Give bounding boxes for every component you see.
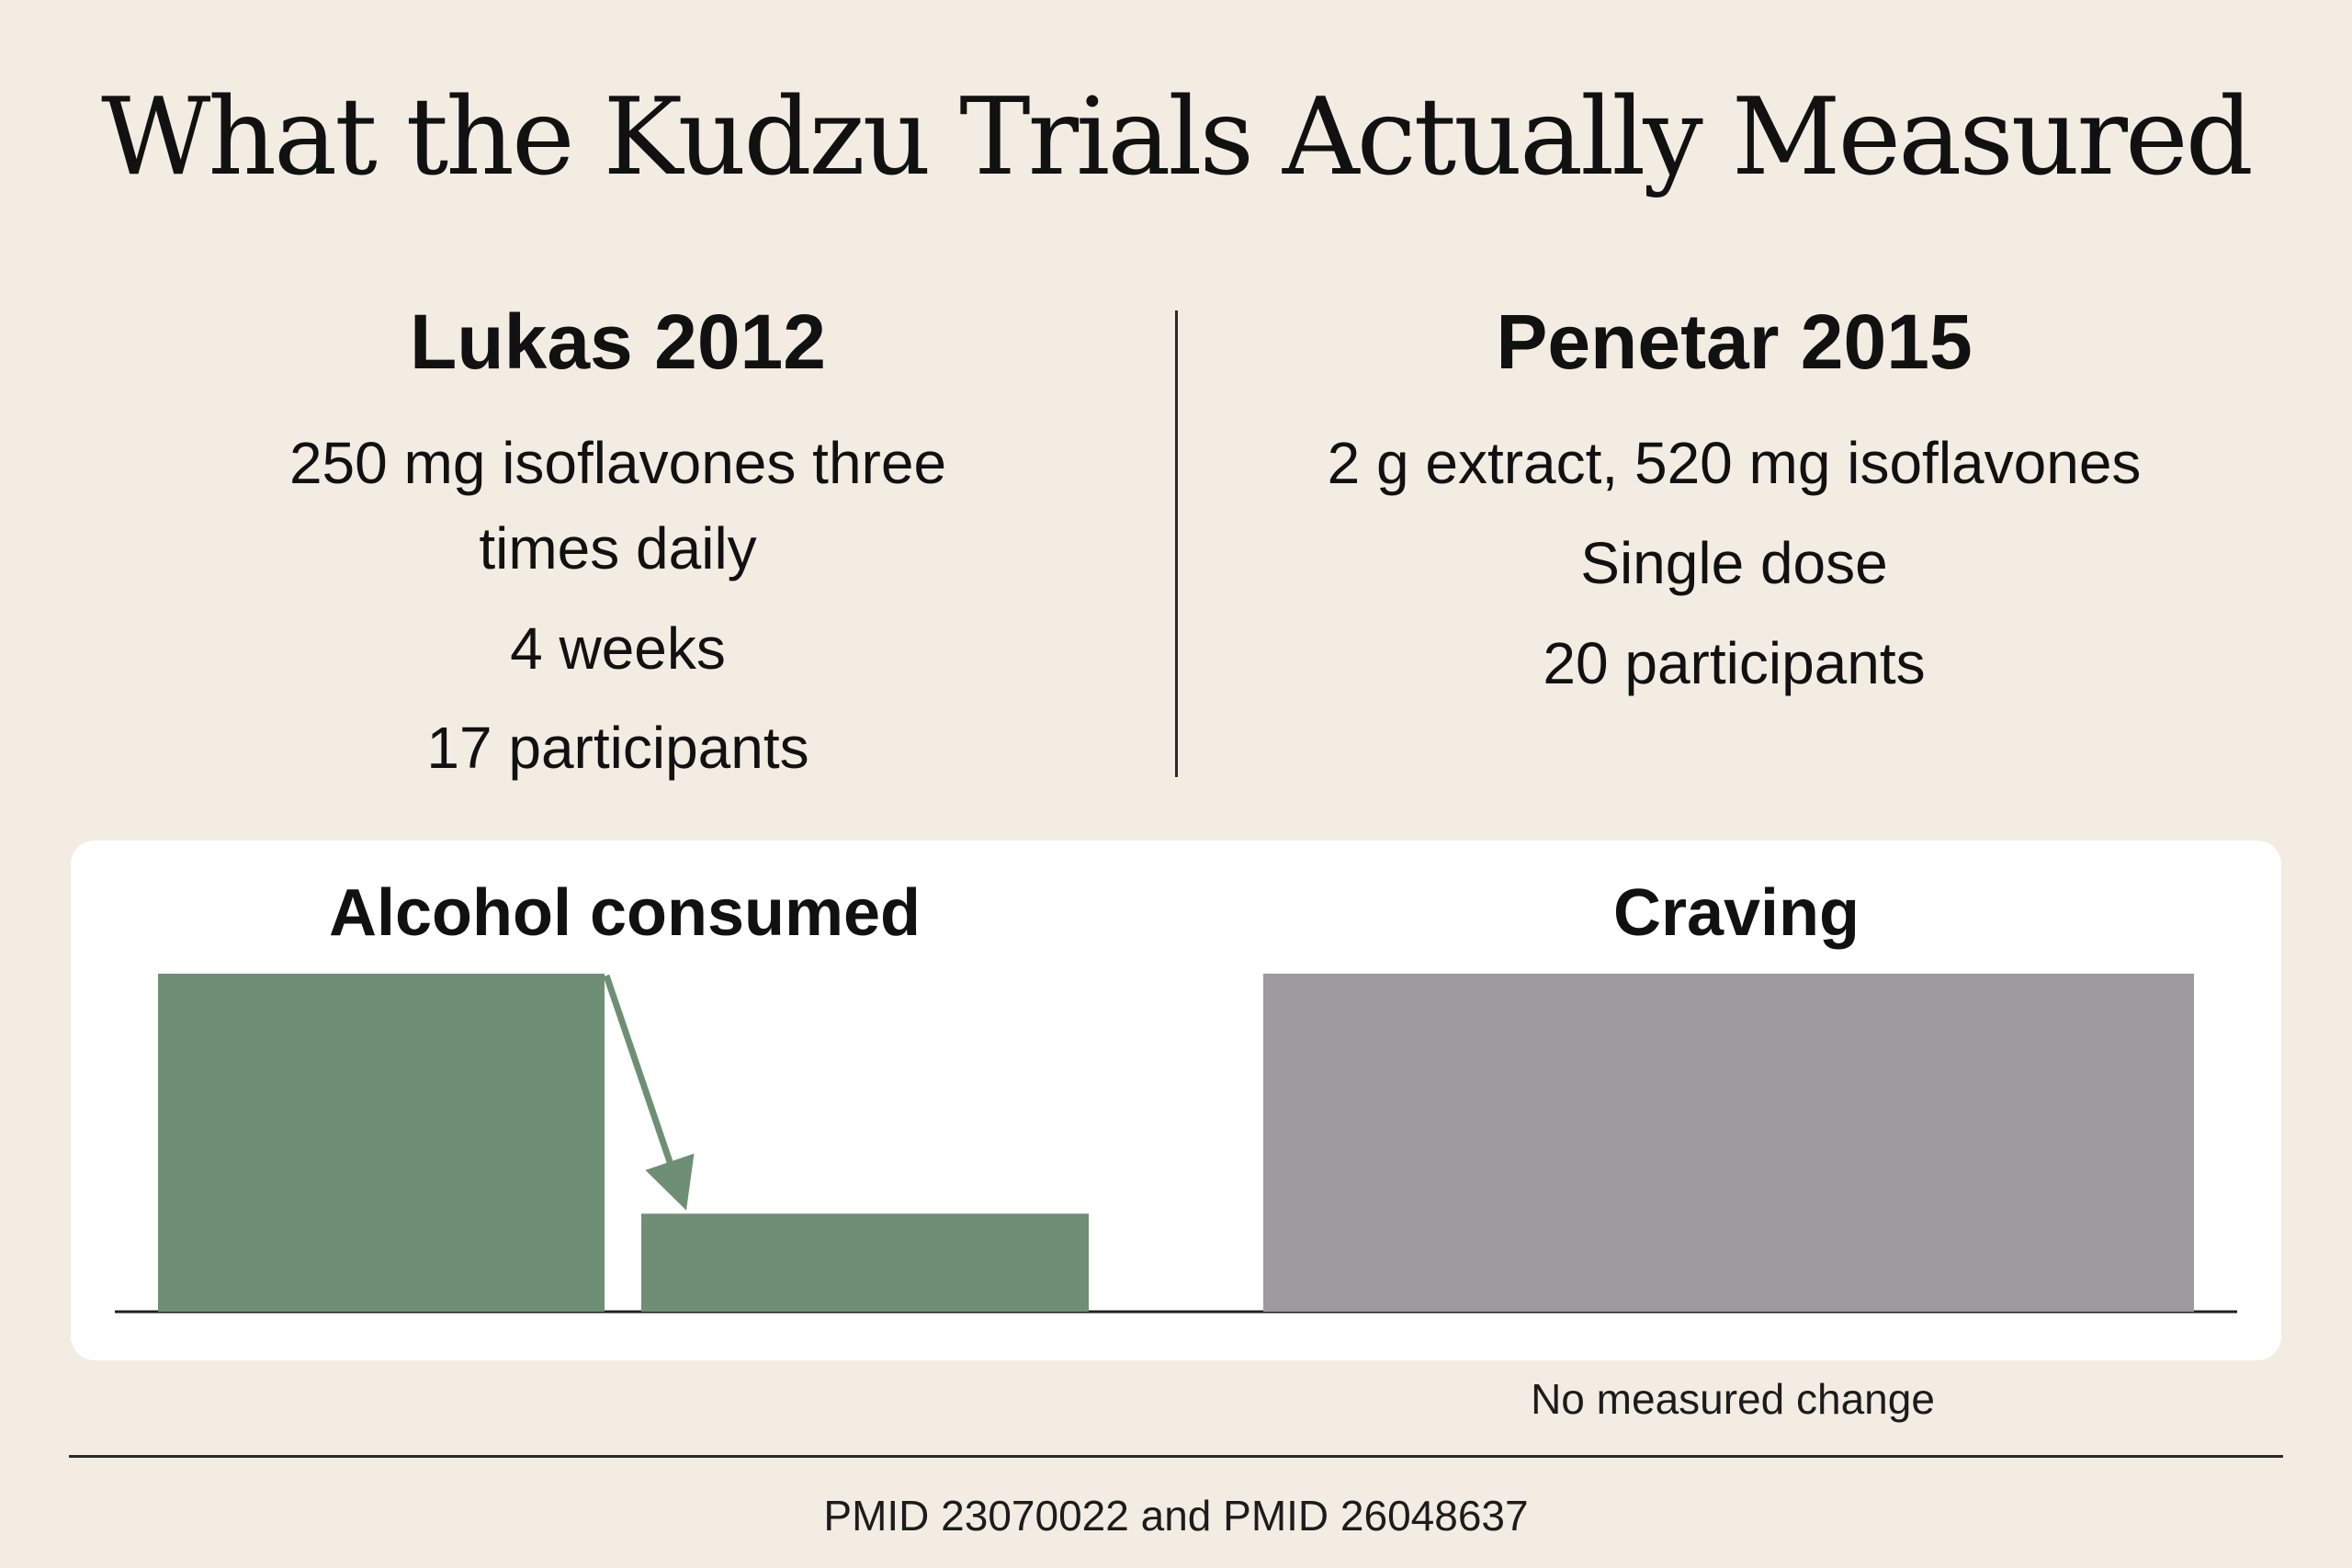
study-lukas-2012: Lukas 2012 250 mg isoflavones three time… — [248, 303, 988, 806]
study-duration: Single dose — [1580, 529, 1888, 596]
study-dose: 2 g extract, 520 mg isoflavones — [1327, 430, 2142, 496]
study-title: Penetar 2015 — [1496, 299, 1973, 385]
footer-rule — [69, 1455, 2283, 1458]
study-dose: 250 mg isoflavones three times daily — [288, 430, 947, 581]
study-title: Lukas 2012 — [410, 299, 826, 385]
page-title: What the Kudzu Trials Actually Measured — [101, 75, 2254, 199]
alcohol-bar-before — [158, 974, 605, 1312]
craving-note: No measured change — [1531, 1375, 1935, 1423]
study-duration: 4 weeks — [510, 615, 726, 682]
column-divider — [1175, 310, 1178, 777]
study-participants: 20 participants — [1543, 629, 1926, 696]
alcohol-chart-title: Alcohol consumed — [328, 876, 922, 950]
study-participants: 17 participants — [426, 715, 809, 782]
alcohol-bar-after — [641, 1213, 1089, 1312]
craving-chart-title: Craving — [1612, 876, 1860, 950]
footer-citation: PMID 23070022 and PMID 26048637 — [823, 1492, 1529, 1540]
decrease-arrow — [603, 974, 695, 1211]
craving-bar — [1263, 974, 2194, 1312]
study-penetar-2015: Penetar 2015 2 g extract, 520 mg isoflav… — [1227, 303, 2242, 720]
